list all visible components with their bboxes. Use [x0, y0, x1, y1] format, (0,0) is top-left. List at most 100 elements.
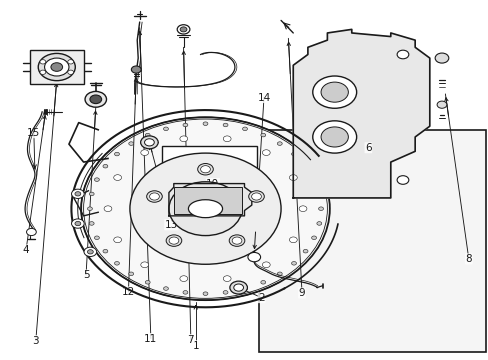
- Circle shape: [312, 121, 356, 153]
- Circle shape: [318, 207, 323, 211]
- Circle shape: [141, 262, 148, 267]
- Circle shape: [87, 250, 93, 254]
- Circle shape: [149, 193, 159, 200]
- Text: 10: 10: [206, 179, 219, 189]
- Circle shape: [51, 63, 62, 71]
- Circle shape: [299, 206, 306, 212]
- Text: 12: 12: [122, 287, 135, 297]
- Circle shape: [144, 139, 154, 146]
- Circle shape: [311, 236, 316, 239]
- Circle shape: [40, 70, 46, 75]
- Circle shape: [85, 91, 106, 107]
- Circle shape: [141, 136, 158, 149]
- Circle shape: [262, 150, 270, 156]
- Circle shape: [277, 142, 282, 145]
- Circle shape: [81, 117, 329, 300]
- Text: 4: 4: [22, 245, 29, 255]
- Circle shape: [128, 142, 133, 145]
- Circle shape: [242, 127, 247, 131]
- Circle shape: [180, 136, 187, 141]
- Circle shape: [396, 50, 408, 59]
- Circle shape: [200, 166, 210, 173]
- Circle shape: [128, 272, 133, 276]
- Circle shape: [177, 25, 189, 34]
- Circle shape: [233, 284, 243, 291]
- Circle shape: [229, 235, 244, 246]
- Circle shape: [232, 237, 242, 244]
- Circle shape: [316, 222, 321, 225]
- Circle shape: [94, 236, 99, 239]
- Circle shape: [131, 66, 141, 73]
- Text: 11: 11: [144, 333, 157, 343]
- Circle shape: [260, 133, 265, 137]
- Circle shape: [75, 221, 81, 226]
- Circle shape: [40, 60, 46, 64]
- Circle shape: [321, 127, 347, 147]
- Circle shape: [303, 165, 307, 168]
- Circle shape: [291, 261, 296, 265]
- Circle shape: [169, 237, 179, 244]
- Circle shape: [114, 175, 122, 180]
- Circle shape: [203, 292, 207, 296]
- Bar: [161, 146, 256, 230]
- Text: 3: 3: [32, 336, 39, 346]
- Circle shape: [163, 287, 168, 291]
- Circle shape: [223, 291, 227, 294]
- Circle shape: [89, 222, 94, 225]
- Circle shape: [223, 123, 227, 127]
- Circle shape: [223, 276, 231, 282]
- Text: 1: 1: [192, 341, 199, 351]
- Circle shape: [71, 189, 84, 198]
- Text: 5: 5: [82, 270, 89, 280]
- Circle shape: [130, 153, 281, 264]
- Circle shape: [168, 182, 242, 235]
- Circle shape: [311, 178, 316, 181]
- Circle shape: [166, 235, 182, 246]
- Circle shape: [180, 27, 186, 32]
- Circle shape: [84, 247, 97, 256]
- Text: 8: 8: [465, 254, 471, 264]
- Bar: [173, 187, 242, 214]
- Text: 7: 7: [187, 334, 194, 345]
- Circle shape: [247, 252, 260, 262]
- Circle shape: [68, 70, 74, 75]
- Circle shape: [145, 133, 150, 137]
- Circle shape: [242, 287, 247, 291]
- Circle shape: [436, 101, 446, 108]
- Circle shape: [183, 291, 187, 294]
- Circle shape: [114, 152, 119, 156]
- Circle shape: [303, 249, 307, 253]
- Circle shape: [312, 76, 356, 108]
- Circle shape: [277, 272, 282, 276]
- Circle shape: [38, 53, 75, 81]
- Circle shape: [321, 82, 347, 102]
- Circle shape: [262, 262, 270, 267]
- Circle shape: [26, 228, 36, 235]
- Circle shape: [114, 237, 122, 243]
- Text: 6: 6: [365, 143, 371, 153]
- Circle shape: [90, 95, 102, 104]
- Circle shape: [289, 175, 297, 180]
- Circle shape: [87, 207, 92, 211]
- Circle shape: [316, 192, 321, 196]
- Circle shape: [289, 237, 297, 243]
- Circle shape: [197, 163, 213, 175]
- Circle shape: [180, 276, 187, 282]
- Circle shape: [89, 192, 94, 196]
- Text: 9: 9: [298, 288, 305, 298]
- Circle shape: [223, 136, 231, 141]
- Circle shape: [291, 152, 296, 156]
- Circle shape: [114, 261, 119, 265]
- Circle shape: [229, 281, 247, 294]
- Circle shape: [68, 60, 74, 64]
- Circle shape: [251, 193, 261, 200]
- Circle shape: [183, 123, 187, 127]
- Circle shape: [434, 53, 448, 63]
- Text: 14: 14: [257, 93, 270, 103]
- Circle shape: [260, 280, 265, 284]
- Circle shape: [75, 192, 81, 196]
- Text: 15: 15: [27, 128, 41, 138]
- Polygon shape: [168, 184, 251, 216]
- Circle shape: [146, 191, 162, 202]
- Text: 13: 13: [164, 220, 178, 230]
